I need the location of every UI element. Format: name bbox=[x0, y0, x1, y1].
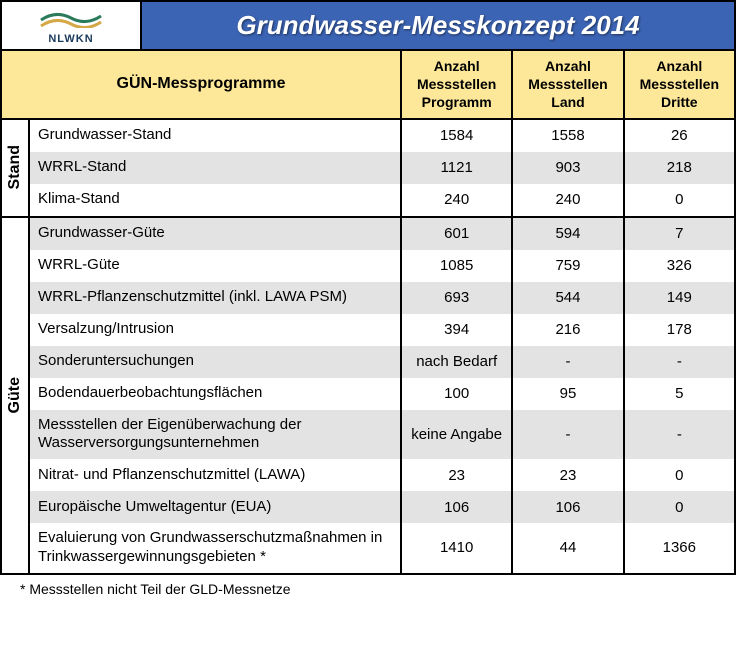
cell-value-1: 1085 bbox=[402, 250, 511, 282]
logo-cell: NLWKN bbox=[2, 2, 142, 49]
rows: Grundwasser-Güte6015947WRRL-Güte10857593… bbox=[30, 218, 734, 573]
section: GüteGrundwasser-Güte6015947WRRL-Güte1085… bbox=[2, 218, 734, 573]
cell-value-1: 23 bbox=[402, 459, 511, 491]
table-row: WRRL-Stand1121903218 bbox=[30, 152, 734, 184]
cell-value-2: 106 bbox=[511, 491, 622, 523]
row-label: Klima-Stand bbox=[30, 184, 402, 216]
cell-value-1: 240 bbox=[402, 184, 511, 216]
column-headers: GÜN-Messprogramme Anzahl Messstellen Pro… bbox=[2, 51, 734, 120]
table-row: WRRL-Pflanzenschutzmittel (inkl. LAWA PS… bbox=[30, 282, 734, 314]
row-label: WRRL-Pflanzenschutzmittel (inkl. LAWA PS… bbox=[30, 282, 402, 314]
section-label-text: Güte bbox=[6, 377, 24, 413]
cell-value-2: 1558 bbox=[511, 120, 622, 152]
cell-value-3: 1366 bbox=[623, 523, 734, 573]
cell-value-1: 601 bbox=[402, 218, 511, 250]
cell-value-1: 100 bbox=[402, 378, 511, 410]
cell-value-2: - bbox=[511, 346, 622, 378]
row-label: Grundwasser-Güte bbox=[30, 218, 402, 250]
cell-value-2: 216 bbox=[511, 314, 622, 346]
row-label: Grundwasser-Stand bbox=[30, 120, 402, 152]
row-label: Europäische Umweltagentur (EUA) bbox=[30, 491, 402, 523]
cell-value-1: 394 bbox=[402, 314, 511, 346]
cell-value-1: keine Angabe bbox=[402, 410, 511, 460]
cell-value-1: 1121 bbox=[402, 152, 511, 184]
table-row: Evaluierung von Grundwasserschutzmaßnahm… bbox=[30, 523, 734, 573]
cell-value-3: 7 bbox=[623, 218, 734, 250]
table-row: Grundwasser-Güte6015947 bbox=[30, 218, 734, 250]
section: StandGrundwasser-Stand1584155826WRRL-Sta… bbox=[2, 120, 734, 218]
row-label: WRRL-Güte bbox=[30, 250, 402, 282]
cell-value-1: 1584 bbox=[402, 120, 511, 152]
table-row: Versalzung/Intrusion394216178 bbox=[30, 314, 734, 346]
rows: Grundwasser-Stand1584155826WRRL-Stand112… bbox=[30, 120, 734, 216]
cell-value-3: - bbox=[623, 410, 734, 460]
col-header-dritte: Anzahl Messstellen Dritte bbox=[623, 51, 734, 118]
header-row: NLWKN Grundwasser-Messkonzept 2014 bbox=[2, 2, 734, 51]
cell-value-1: 106 bbox=[402, 491, 511, 523]
table-row: Messstellen der Eigenüberwachung der Was… bbox=[30, 410, 734, 460]
row-label: Versalzung/Intrusion bbox=[30, 314, 402, 346]
table-row: Grundwasser-Stand1584155826 bbox=[30, 120, 734, 152]
row-label: Messstellen der Eigenüberwachung der Was… bbox=[30, 410, 402, 460]
cell-value-1: 693 bbox=[402, 282, 511, 314]
table-container: NLWKN Grundwasser-Messkonzept 2014 GÜN-M… bbox=[0, 0, 736, 575]
cell-value-2: 240 bbox=[511, 184, 622, 216]
cell-value-1: 1410 bbox=[402, 523, 511, 573]
row-label: Bodendauerbeobachtungsflächen bbox=[30, 378, 402, 410]
cell-value-2: 594 bbox=[511, 218, 622, 250]
cell-value-2: 759 bbox=[511, 250, 622, 282]
table-row: Klima-Stand2402400 bbox=[30, 184, 734, 216]
cell-value-2: - bbox=[511, 410, 622, 460]
cell-value-3: - bbox=[623, 346, 734, 378]
section-label: Stand bbox=[2, 120, 30, 216]
section-label-text: Stand bbox=[6, 145, 24, 189]
cell-value-3: 178 bbox=[623, 314, 734, 346]
cell-value-3: 326 bbox=[623, 250, 734, 282]
row-label: Evaluierung von Grundwasserschutzmaßnahm… bbox=[30, 523, 402, 573]
cell-value-3: 0 bbox=[623, 184, 734, 216]
table-row: Nitrat- und Pflanzenschutzmittel (LAWA)2… bbox=[30, 459, 734, 491]
table-row: Europäische Umweltagentur (EUA)1061060 bbox=[30, 491, 734, 523]
cell-value-3: 5 bbox=[623, 378, 734, 410]
page-title: Grundwasser-Messkonzept 2014 bbox=[142, 2, 734, 49]
logo-wave-icon bbox=[36, 6, 106, 33]
cell-value-3: 218 bbox=[623, 152, 734, 184]
cell-value-3: 0 bbox=[623, 491, 734, 523]
table-row: Sonderuntersuchungennach Bedarf-- bbox=[30, 346, 734, 378]
col-header-land: Anzahl Messstellen Land bbox=[511, 51, 622, 118]
cell-value-3: 26 bbox=[623, 120, 734, 152]
col-header-programm: Anzahl Messstellen Programm bbox=[402, 51, 511, 118]
logo: NLWKN bbox=[36, 6, 106, 45]
row-label: Nitrat- und Pflanzenschutzmittel (LAWA) bbox=[30, 459, 402, 491]
section-label: Güte bbox=[2, 218, 30, 573]
logo-text: NLWKN bbox=[36, 33, 106, 45]
cell-value-3: 149 bbox=[623, 282, 734, 314]
cell-value-2: 544 bbox=[511, 282, 622, 314]
sections: StandGrundwasser-Stand1584155826WRRL-Sta… bbox=[2, 120, 734, 573]
footnote: * Messstellen nicht Teil der GLD-Messnet… bbox=[0, 575, 736, 603]
table-row: WRRL-Güte1085759326 bbox=[30, 250, 734, 282]
cell-value-2: 903 bbox=[511, 152, 622, 184]
cell-value-1: nach Bedarf bbox=[402, 346, 511, 378]
table-row: Bodendauerbeobachtungsflächen100955 bbox=[30, 378, 734, 410]
cell-value-2: 95 bbox=[511, 378, 622, 410]
cell-value-3: 0 bbox=[623, 459, 734, 491]
cell-value-2: 23 bbox=[511, 459, 622, 491]
row-label: WRRL-Stand bbox=[30, 152, 402, 184]
col-header-programs: GÜN-Messprogramme bbox=[2, 51, 402, 118]
row-label: Sonderuntersuchungen bbox=[30, 346, 402, 378]
cell-value-2: 44 bbox=[511, 523, 622, 573]
